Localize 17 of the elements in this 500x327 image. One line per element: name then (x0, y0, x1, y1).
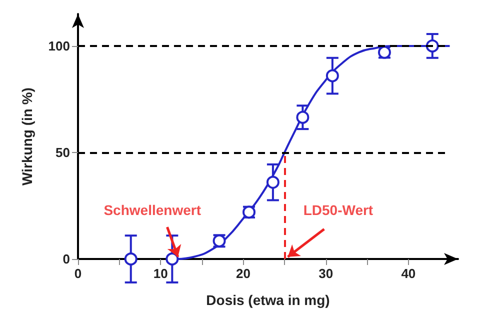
y-tick-label: 50 (56, 144, 70, 160)
point (166, 252, 179, 266)
annotation: LD50-Wert (303, 202, 374, 218)
y-axis-title: Wirkung (in %) (19, 88, 35, 186)
point (296, 110, 310, 124)
y-tick-label: 0 (62, 252, 70, 266)
x-tick-label: 40 (401, 266, 416, 281)
point (124, 252, 138, 266)
x-tick-label: 30 (318, 266, 334, 281)
x-tick-label: 0 (74, 266, 82, 281)
annotation: Schwellenwert (104, 202, 202, 218)
x-tick-label: 20 (236, 266, 250, 281)
y-tick-label: 100 (48, 38, 70, 54)
x-tick-label: 10 (153, 266, 168, 281)
point (326, 69, 339, 82)
x-axis-title: Dosis (etwa in mg) (206, 292, 330, 308)
point (266, 176, 280, 189)
